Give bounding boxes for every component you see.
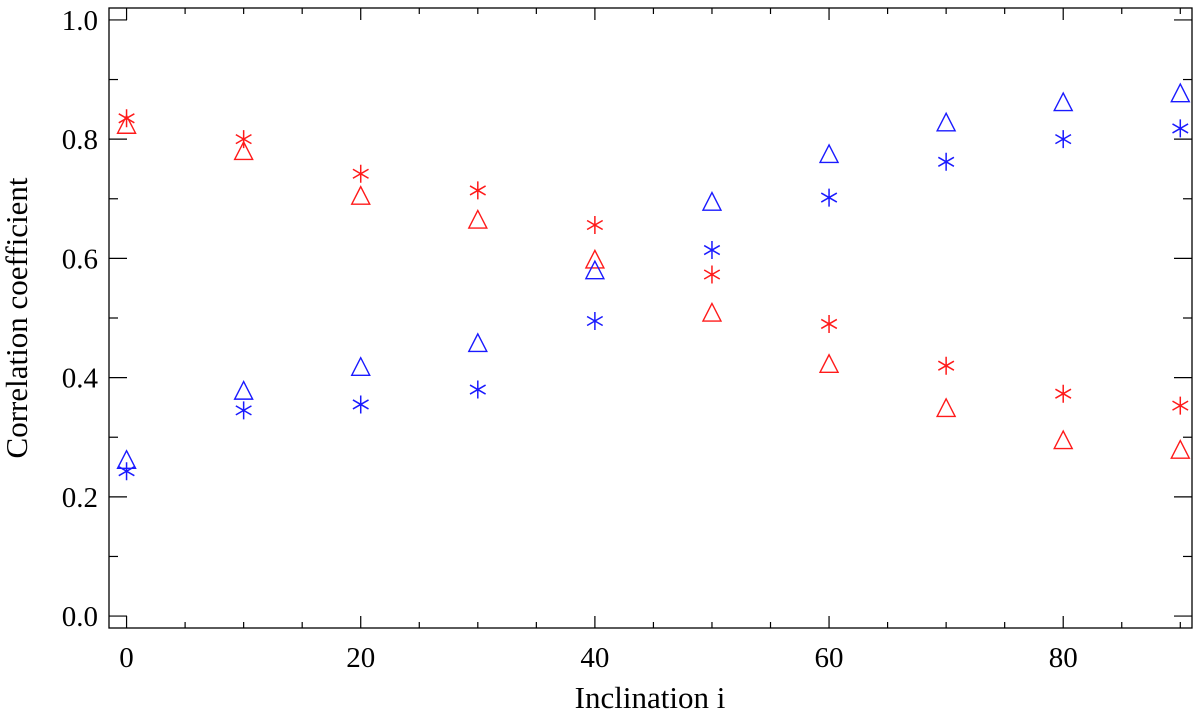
y-tick-labels: 0.0 0.2 0.4 0.6 0.8 1.0: [62, 5, 99, 633]
asterisk-marker: [469, 380, 486, 399]
triangle-marker: [233, 380, 254, 400]
x-tick-label: 80: [1049, 642, 1078, 674]
asterisk-marker: [118, 109, 135, 128]
axis-ticks: [109, 8, 1192, 628]
triangle-marker: [467, 208, 488, 229]
series-3: [116, 82, 1191, 469]
y-tick-label: 0.0: [62, 601, 98, 633]
triangle-marker: [350, 356, 371, 376]
triangle-marker: [350, 185, 371, 205]
triangle-marker: [1170, 82, 1191, 103]
triangle-marker: [467, 332, 488, 353]
triangle-marker: [233, 140, 254, 161]
asterisk-marker: [586, 311, 604, 330]
triangle-marker: [1053, 429, 1074, 450]
asterisk-marker: [703, 241, 721, 260]
asterisk-marker: [352, 164, 369, 183]
series-2: [116, 114, 1191, 459]
asterisk-marker: [352, 395, 369, 414]
y-axis-title: Correlation coefficient: [0, 177, 34, 458]
y-tick-label: 0.4: [62, 363, 99, 395]
triangle-marker: [116, 114, 137, 134]
triangle-marker: [1170, 439, 1191, 459]
data-points: [116, 82, 1191, 481]
asterisk-marker: [703, 265, 721, 284]
triangle-marker: [818, 143, 840, 164]
x-tick-label: 20: [346, 642, 375, 674]
triangle-marker: [1053, 91, 1074, 112]
y-tick-label: 0.8: [62, 124, 98, 156]
series-4: [118, 119, 1189, 481]
triangle-marker: [935, 111, 957, 132]
triangle-marker: [584, 248, 606, 269]
triangle-marker: [701, 191, 723, 211]
asterisk-marker: [118, 462, 135, 481]
asterisk-marker: [937, 356, 955, 375]
asterisk-marker: [820, 314, 838, 333]
asterisk-marker: [235, 401, 252, 420]
asterisk-marker: [586, 216, 604, 234]
asterisk-marker: [1055, 130, 1072, 149]
asterisk-marker: [1055, 384, 1072, 403]
asterisk-marker: [1172, 119, 1189, 138]
x-tick-label: 40: [580, 642, 609, 674]
asterisk-marker: [937, 152, 955, 171]
triangle-marker: [818, 353, 840, 373]
x-tick-label: 60: [815, 642, 844, 674]
y-tick-label: 0.2: [62, 482, 98, 514]
x-tick-label: 0: [119, 642, 134, 674]
x-axis-title: Inclination i: [575, 680, 726, 715]
plot-frame: [108, 7, 1193, 629]
asterisk-marker: [820, 188, 838, 207]
asterisk-marker: [235, 130, 252, 149]
triangle-marker: [935, 397, 957, 418]
x-tick-labels: 0 20 40 60 80: [119, 642, 1077, 674]
y-tick-label: 0.6: [62, 243, 98, 275]
series-1: [118, 109, 1189, 415]
triangle-marker: [701, 301, 723, 322]
asterisk-marker: [469, 181, 486, 200]
asterisk-marker: [1172, 396, 1189, 415]
triangle-marker: [584, 259, 606, 280]
y-tick-label: 1.0: [62, 5, 98, 37]
